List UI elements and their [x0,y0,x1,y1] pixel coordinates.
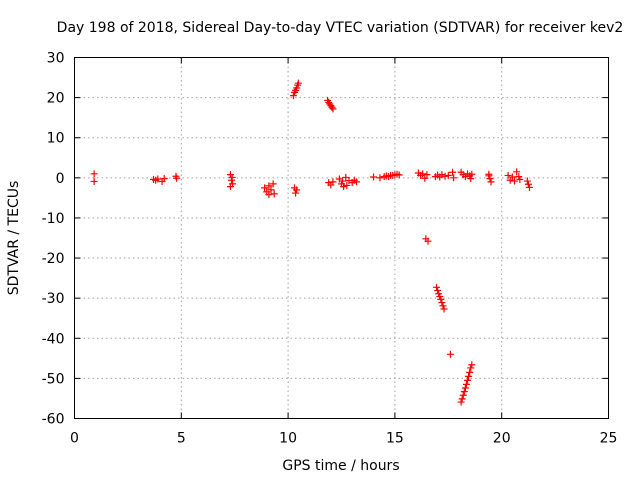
data-point [160,175,168,183]
data-point [438,171,446,179]
data-point [340,183,348,191]
data-point [228,173,236,181]
y-tick-label: 10 [47,131,65,147]
x-axis-tick-labels: 0 5 10 15 20 25 [70,431,617,447]
data-point [293,186,301,194]
chart-title: Day 198 of 2018, Sidereal Day-to-day VTE… [57,20,624,36]
data-point [460,388,468,396]
data-point [508,173,516,181]
data-point [446,350,454,358]
data-point [441,172,449,180]
data-point [467,175,475,183]
x-tick-label: 5 [177,431,186,447]
data-point [450,174,458,182]
data-point [329,178,337,186]
data-point [513,168,521,176]
data-point [343,181,351,189]
data-point [294,79,302,87]
data-point [154,175,162,183]
data-point [395,171,403,179]
data-point [524,180,532,188]
data-point [485,170,493,178]
y-tick-label: -30 [42,291,65,307]
data-point [466,368,474,376]
data-point [516,175,524,183]
data-point [339,177,347,185]
data-point [440,305,448,313]
data-point [468,361,476,369]
data-point [329,105,337,113]
data-point [464,376,472,384]
data-points [90,79,533,406]
data-point [458,395,466,403]
y-tick-label: -40 [42,331,65,347]
axis-ticks [74,57,609,419]
data-point [267,186,275,194]
y-tick-label: -20 [42,251,65,267]
data-point [90,177,98,185]
x-tick-label: 0 [70,431,79,447]
data-point [433,283,441,291]
data-point [376,174,384,182]
data-point [434,287,442,295]
data-point [457,398,465,406]
y-tick-label: -60 [42,412,65,428]
data-point [173,174,181,182]
y-tick-label: -50 [42,371,65,387]
x-axis-label: GPS time / hours [282,458,399,474]
data-point [370,173,378,181]
data-point [226,183,234,191]
data-point [328,103,336,111]
data-point [525,183,533,191]
data-point [265,191,273,199]
data-point [261,184,269,192]
data-point [504,171,512,179]
data-point [444,171,452,179]
data-point [467,364,475,372]
x-tick-label: 15 [386,431,404,447]
data-point [423,171,431,179]
data-point [449,168,457,176]
data-point [459,391,467,399]
data-point [292,189,300,197]
data-point [437,295,445,303]
data-point [342,173,350,181]
y-tick-label: -10 [42,211,65,227]
y-axis-tick-labels: 30 20 10 0 -10 -20 -30 -40 -50 -60 [42,51,65,428]
x-tick-label: 25 [600,431,618,447]
data-point [270,190,278,198]
data-point [462,380,470,388]
data-point [419,170,427,178]
data-point [90,170,98,178]
data-point [511,177,519,185]
grid-lines [74,57,609,419]
data-point [486,175,494,183]
y-axis-label: SDTVAR / TECUs [6,181,22,296]
y-tick-label: 0 [56,171,65,187]
x-tick-label: 20 [493,431,511,447]
data-point [421,174,429,182]
data-point [289,92,297,100]
data-point [523,177,531,185]
data-point [468,170,476,178]
y-tick-label: 30 [47,51,65,67]
data-point [438,299,446,307]
data-point [265,182,273,190]
data-point [461,384,469,392]
plot-frame [74,57,609,419]
data-point [269,180,277,188]
data-point [424,237,432,245]
data-point [352,178,360,186]
data-point [487,178,495,186]
x-tick-label: 10 [279,431,297,447]
data-point [439,302,447,310]
y-tick-label: 20 [47,91,65,107]
data-point [465,372,473,380]
